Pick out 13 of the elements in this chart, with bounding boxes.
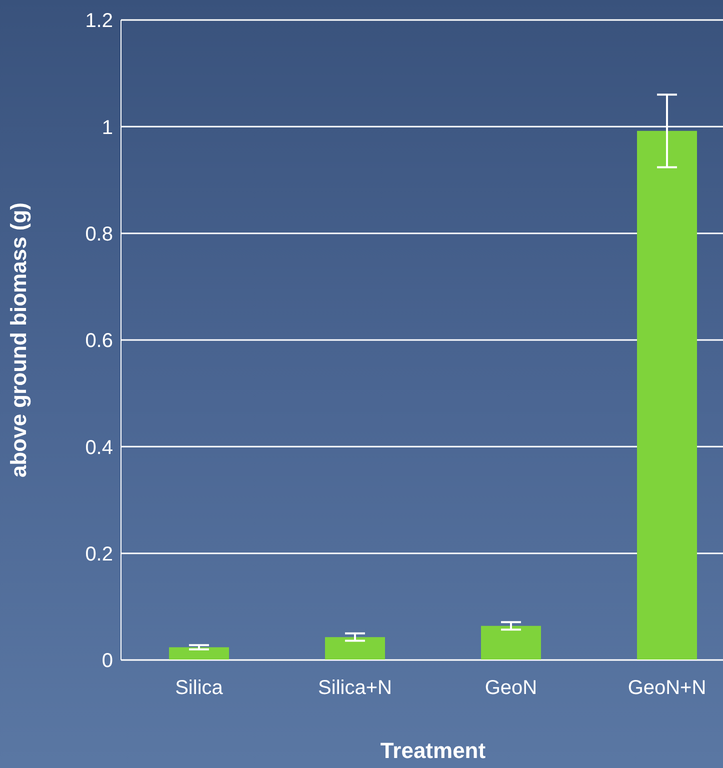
y-tick-label: 0.4 <box>85 436 113 459</box>
x-tick-label: Silica+N <box>318 677 392 700</box>
y-tick-label: 0.8 <box>85 223 113 246</box>
y-tick-label: 1.2 <box>85 10 113 32</box>
y-axis-title: above ground biomass (g) <box>6 202 31 478</box>
y-tick-label: 0.2 <box>85 543 113 566</box>
x-tick-label: GeoN <box>484 677 538 700</box>
x-tick-label: GeoN+N <box>628 677 706 700</box>
x-tick-label: Silica <box>175 677 224 700</box>
y-tick-label: 1 <box>102 116 113 139</box>
y-tick-label: 0 <box>102 650 113 672</box>
x-axis-title: Treatment <box>380 738 486 763</box>
y-tick-label: 0.6 <box>85 330 113 352</box>
